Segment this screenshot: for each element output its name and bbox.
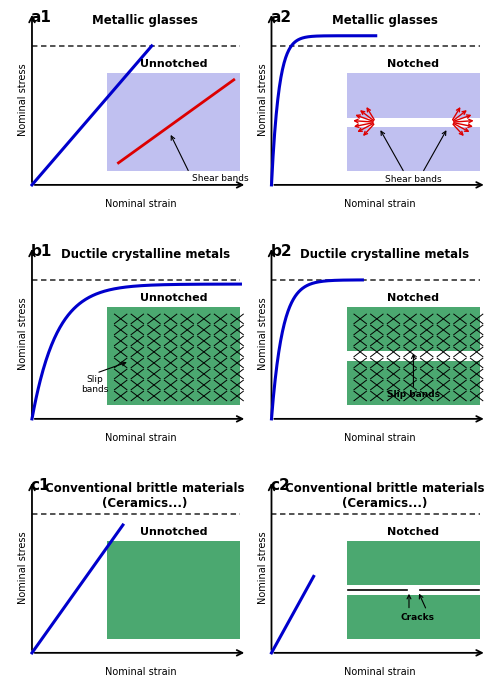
Text: Shear bands: Shear bands bbox=[191, 174, 248, 183]
Text: Notched: Notched bbox=[387, 293, 439, 303]
Text: Shear bands: Shear bands bbox=[385, 175, 442, 184]
Bar bbox=[107, 73, 241, 171]
Bar bbox=[347, 541, 480, 639]
Text: Metallic glasses: Metallic glasses bbox=[92, 14, 198, 26]
Text: Nominal strain: Nominal strain bbox=[344, 199, 416, 210]
Text: Slip bands: Slip bands bbox=[387, 390, 440, 399]
Text: Nominal stress: Nominal stress bbox=[257, 532, 268, 604]
Bar bbox=[347, 351, 480, 361]
Text: Nominal stress: Nominal stress bbox=[18, 64, 28, 137]
Bar bbox=[347, 117, 480, 127]
Text: Ductile crystalline metals: Ductile crystalline metals bbox=[300, 248, 469, 261]
Text: Nominal stress: Nominal stress bbox=[18, 532, 28, 604]
Text: Nominal strain: Nominal strain bbox=[344, 433, 416, 443]
Text: Nominal stress: Nominal stress bbox=[257, 298, 268, 371]
Text: Nominal strain: Nominal strain bbox=[344, 667, 416, 677]
Text: Cracks: Cracks bbox=[401, 613, 435, 622]
Text: Notched: Notched bbox=[387, 527, 439, 536]
Text: Nominal stress: Nominal stress bbox=[257, 64, 268, 137]
Text: Nominal strain: Nominal strain bbox=[105, 199, 177, 210]
Text: Conventional brittle materials
(Ceramics...): Conventional brittle materials (Ceramics… bbox=[45, 482, 245, 509]
Text: Notched: Notched bbox=[387, 59, 439, 69]
Text: Nominal strain: Nominal strain bbox=[105, 433, 177, 443]
Bar bbox=[347, 586, 480, 595]
Text: Conventional brittle materials
(Ceramics...): Conventional brittle materials (Ceramics… bbox=[285, 482, 484, 509]
Bar bbox=[107, 307, 241, 405]
Text: b2: b2 bbox=[270, 244, 292, 260]
Text: Ductile crystalline metals: Ductile crystalline metals bbox=[61, 248, 230, 261]
Text: Slip
bands: Slip bands bbox=[81, 375, 109, 394]
Bar bbox=[107, 541, 241, 639]
Bar bbox=[347, 73, 480, 171]
Text: b1: b1 bbox=[31, 244, 52, 260]
Text: Nominal stress: Nominal stress bbox=[18, 298, 28, 371]
Bar bbox=[347, 307, 480, 405]
Text: a1: a1 bbox=[31, 10, 52, 25]
Text: Unnotched: Unnotched bbox=[140, 59, 208, 69]
Text: Nominal strain: Nominal strain bbox=[105, 667, 177, 677]
Text: Unnotched: Unnotched bbox=[140, 527, 208, 536]
Text: c1: c1 bbox=[31, 478, 51, 493]
Text: Metallic glasses: Metallic glasses bbox=[332, 14, 437, 26]
Text: c2: c2 bbox=[270, 478, 290, 493]
Text: Unnotched: Unnotched bbox=[140, 293, 208, 303]
Text: a2: a2 bbox=[270, 10, 292, 25]
